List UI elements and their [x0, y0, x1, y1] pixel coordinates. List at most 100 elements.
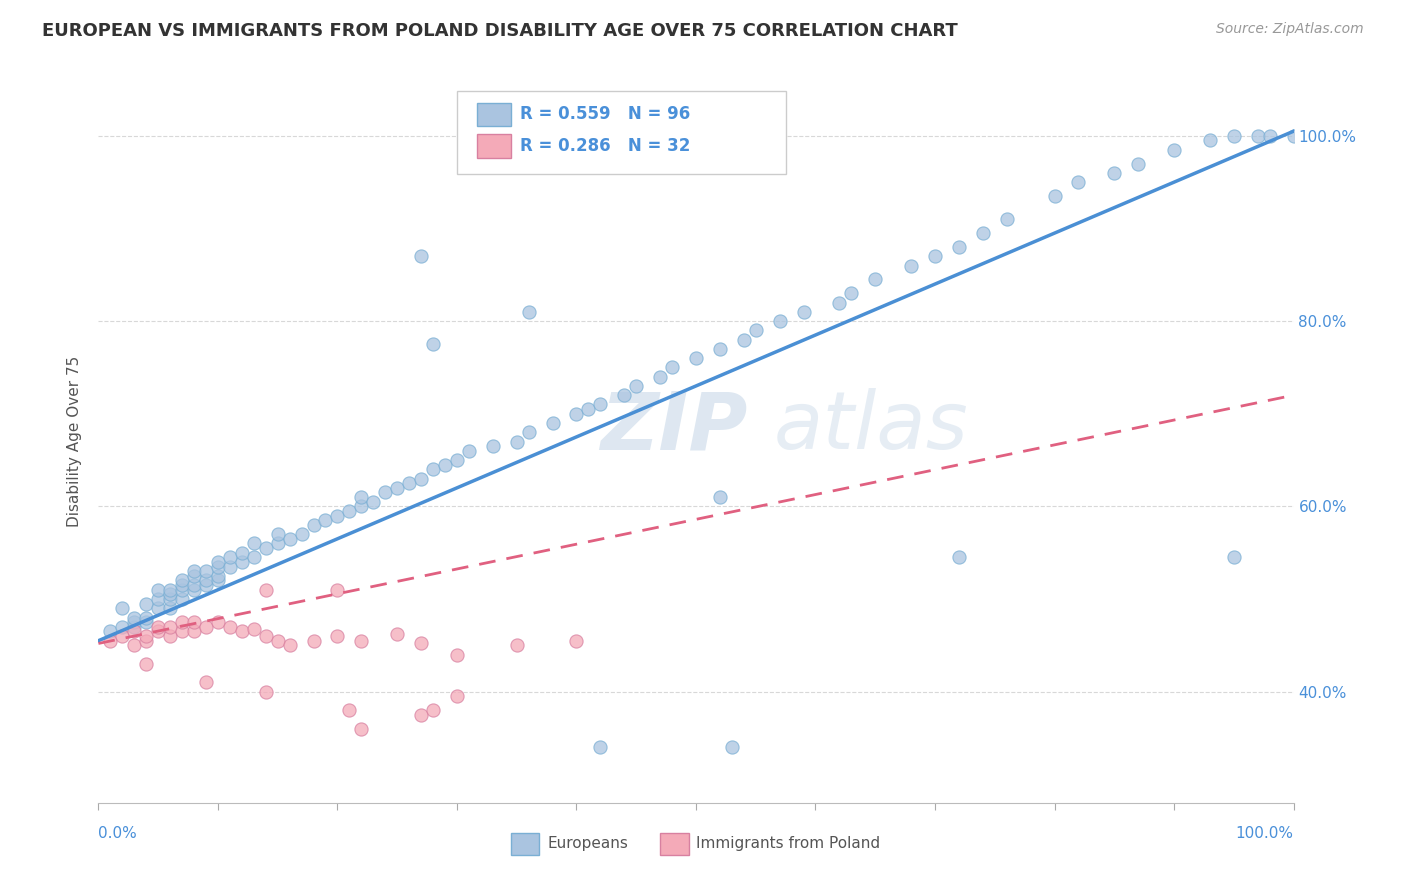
Point [111, 629, 134, 643]
Point [793, 305, 815, 319]
Point [1258, 128, 1281, 143]
Point [183, 569, 205, 583]
Point [159, 587, 181, 601]
Point [458, 443, 481, 458]
Point [398, 476, 420, 491]
Point [278, 638, 301, 652]
Point [1282, 128, 1305, 143]
Point [254, 582, 277, 597]
Point [243, 550, 266, 565]
Point [135, 610, 157, 624]
Text: ZIP: ZIP [600, 388, 748, 467]
Point [183, 615, 205, 630]
Point [506, 638, 529, 652]
Point [111, 601, 134, 615]
Point [709, 342, 731, 356]
Point [172, 574, 194, 588]
Point [172, 582, 194, 597]
Point [207, 569, 229, 583]
Point [111, 620, 134, 634]
Point [411, 636, 433, 650]
Point [648, 369, 672, 384]
Point [291, 527, 314, 541]
Point [183, 564, 205, 578]
Point [124, 620, 146, 634]
Point [721, 740, 744, 755]
Point [148, 592, 170, 607]
Point [385, 627, 409, 641]
Point [315, 513, 337, 527]
Bar [510, 833, 540, 855]
Point [972, 226, 994, 240]
Point [267, 633, 290, 648]
Point [148, 620, 170, 634]
Point [422, 462, 444, 476]
Point [302, 633, 325, 648]
Point [733, 333, 755, 347]
Point [339, 504, 361, 518]
Text: atlas: atlas [773, 388, 969, 467]
Point [207, 574, 229, 588]
Text: R = 0.286   N = 32: R = 0.286 N = 32 [520, 137, 690, 155]
Point [135, 615, 157, 630]
Point [159, 620, 181, 634]
Text: 0.0%: 0.0% [98, 826, 138, 841]
Point [411, 472, 433, 486]
Point [374, 485, 396, 500]
Text: Europeans: Europeans [548, 837, 628, 852]
Point [148, 624, 170, 639]
Point [685, 351, 707, 366]
Point [709, 490, 731, 504]
Point [195, 675, 218, 690]
Point [1104, 166, 1126, 180]
Text: Immigrants from Poland: Immigrants from Poland [696, 837, 880, 852]
Point [254, 629, 277, 643]
Point [1223, 550, 1246, 565]
Point [326, 582, 349, 597]
Point [517, 305, 540, 319]
Text: 100.0%: 100.0% [1236, 826, 1294, 841]
Point [411, 249, 433, 263]
Point [446, 453, 468, 467]
Point [231, 624, 253, 639]
Point [159, 582, 181, 597]
Point [339, 703, 361, 717]
Point [613, 388, 636, 402]
Point [578, 402, 600, 417]
Point [326, 629, 349, 643]
Point [231, 546, 253, 560]
Point [350, 500, 373, 514]
Point [195, 574, 218, 588]
Point [207, 615, 229, 630]
Point [124, 615, 146, 630]
Point [159, 629, 181, 643]
Point [350, 633, 373, 648]
Bar [477, 103, 510, 126]
Point [148, 582, 170, 597]
Point [302, 517, 325, 532]
Point [148, 601, 170, 615]
Point [1067, 175, 1090, 189]
Point [1128, 156, 1150, 170]
Point [924, 249, 946, 263]
FancyBboxPatch shape [457, 91, 786, 174]
Point [159, 592, 181, 607]
Point [159, 601, 181, 615]
Point [267, 536, 290, 550]
Point [1043, 189, 1066, 203]
Point [172, 592, 194, 607]
Point [278, 532, 301, 546]
Point [828, 295, 851, 310]
Point [207, 559, 229, 574]
Point [565, 407, 588, 421]
Point [948, 240, 970, 254]
Point [481, 439, 505, 453]
Point [350, 490, 373, 504]
Point [434, 458, 457, 472]
Point [98, 633, 122, 648]
Point [195, 620, 218, 634]
Bar [477, 135, 510, 158]
Bar [661, 833, 689, 855]
Point [422, 703, 444, 717]
Point [1199, 133, 1222, 147]
